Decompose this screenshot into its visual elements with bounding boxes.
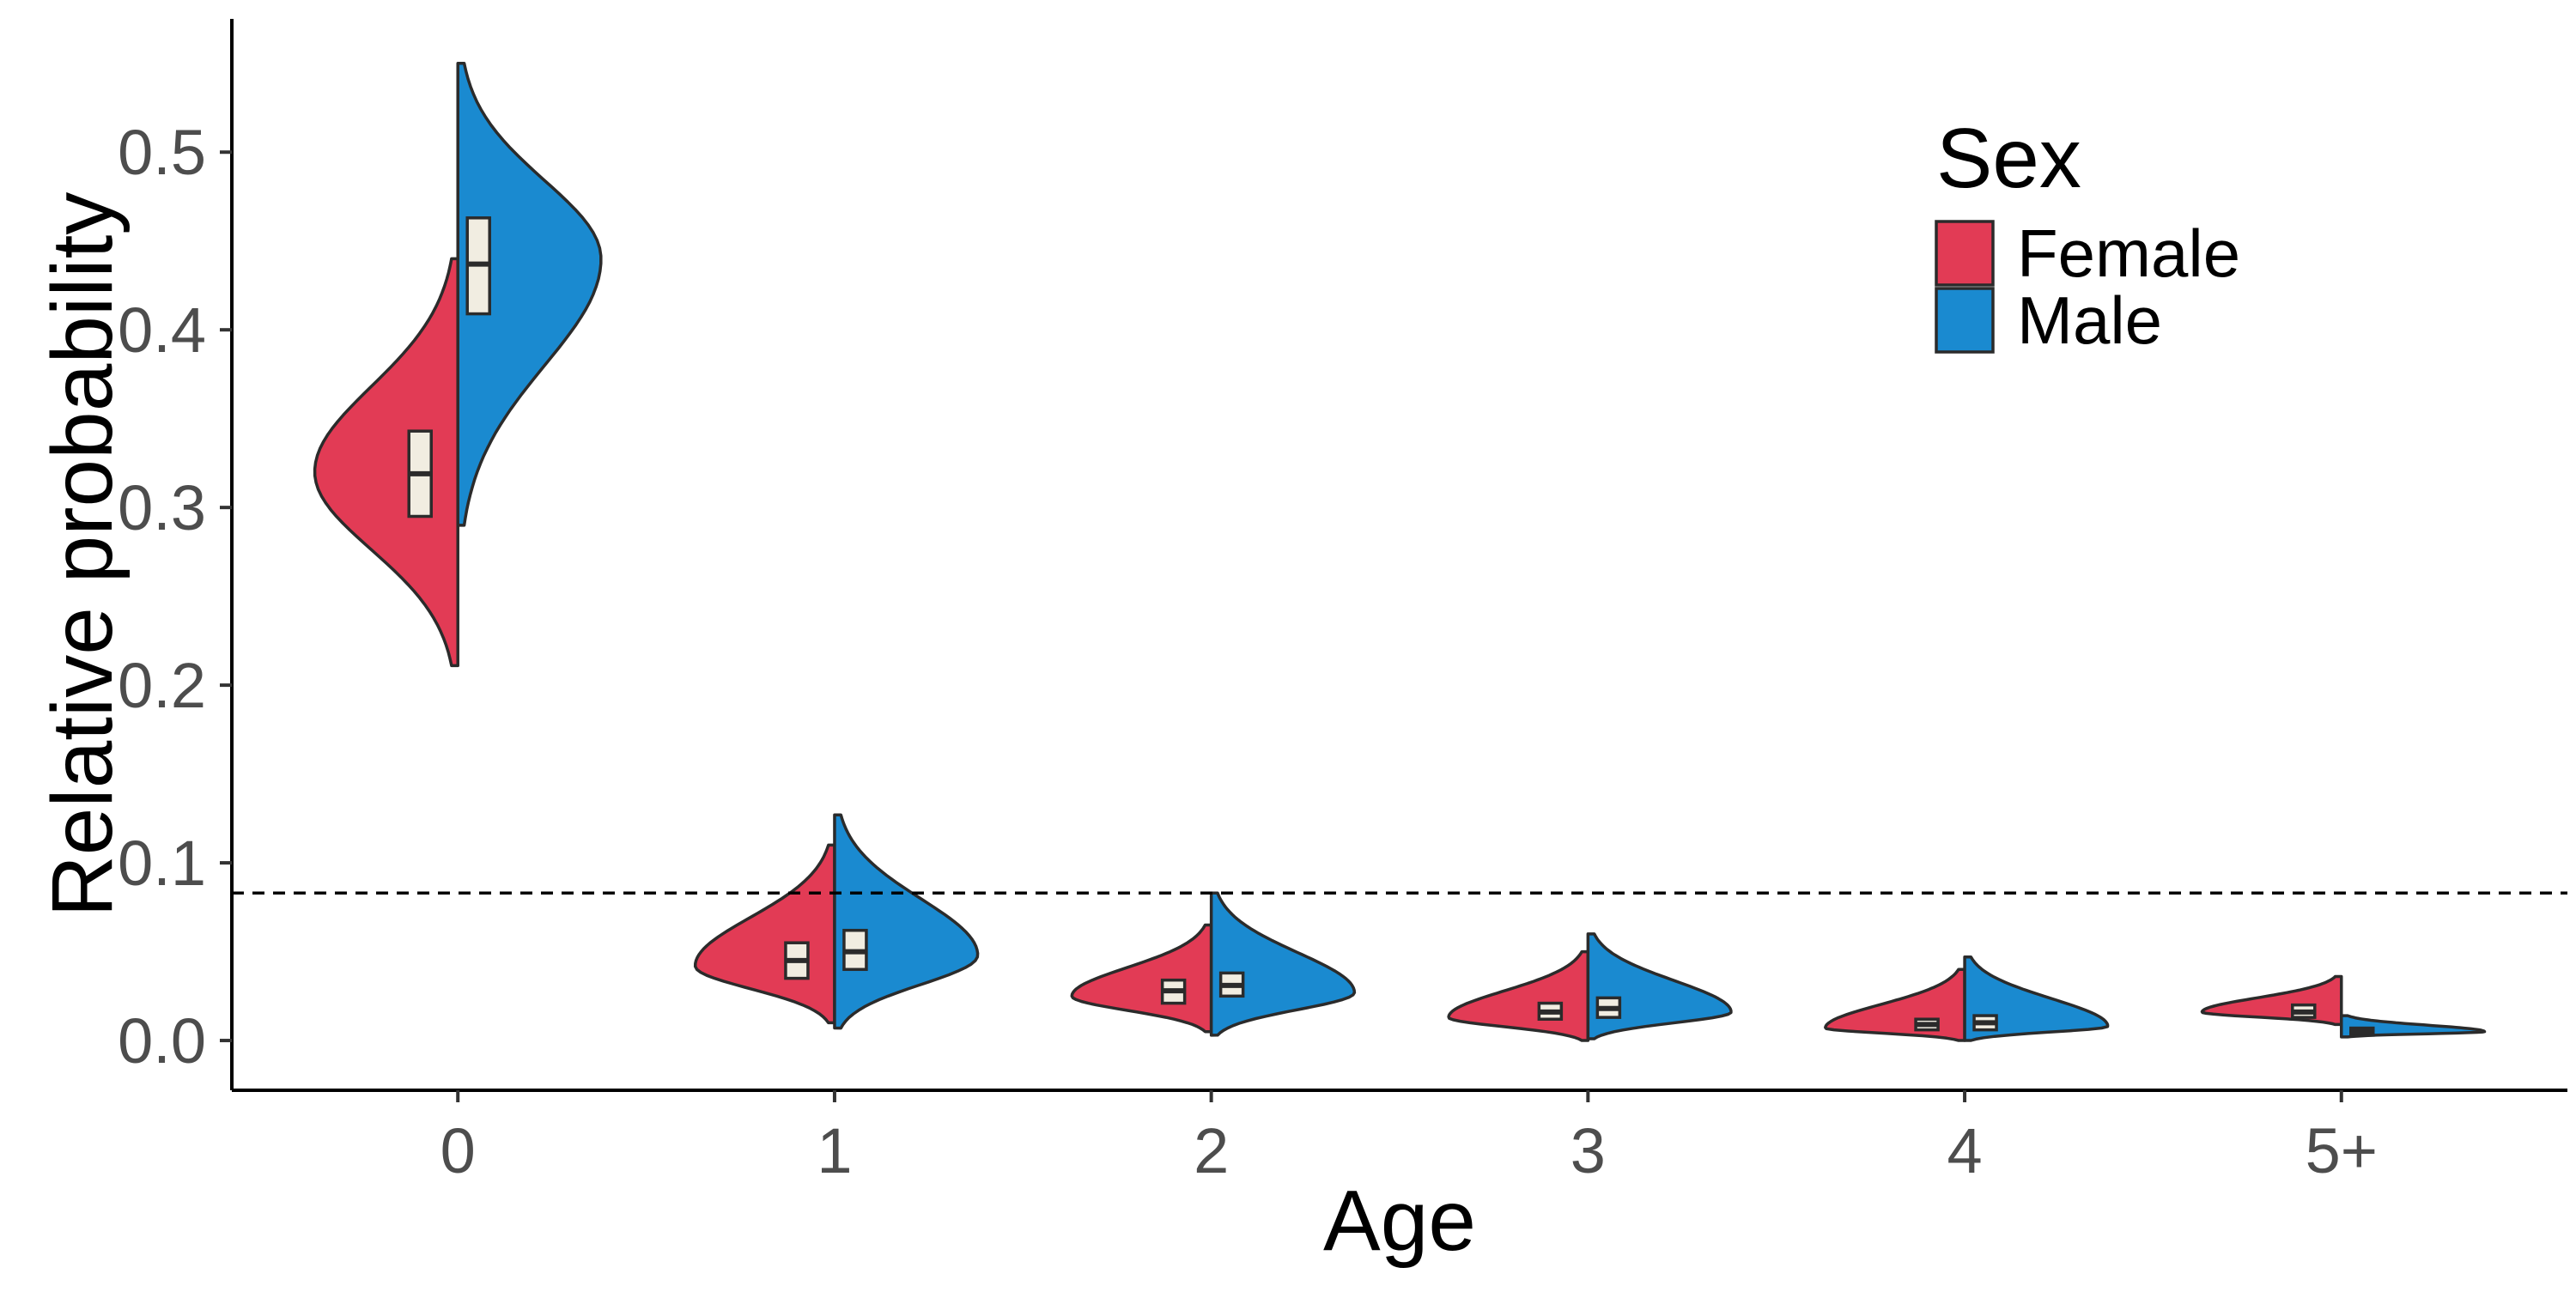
x-axis-title: Age xyxy=(1323,1173,1476,1269)
y-tick-label: 0.1 xyxy=(118,828,206,899)
x-tick-label: 1 xyxy=(817,1115,852,1186)
x-tick-label: 5+ xyxy=(2306,1115,2378,1186)
legend-title: Sex xyxy=(1936,111,2081,205)
violin-male-age-3 xyxy=(1586,932,1733,1040)
axis-labels-layer: Age Relative probability xyxy=(34,192,1476,1269)
violin-male-age-5+ xyxy=(2340,1014,2487,1039)
legend-label-male: Male xyxy=(2017,282,2162,358)
violin-female-age-1 xyxy=(693,843,836,1025)
violin-male-age-1 xyxy=(833,813,980,1030)
x-tick-label: 0 xyxy=(440,1115,476,1186)
violin-female-age-2 xyxy=(1070,923,1213,1034)
y-axis-title: Relative probability xyxy=(34,192,131,918)
x-tick-label: 3 xyxy=(1571,1115,1606,1186)
y-tick-label: 0.2 xyxy=(118,650,206,721)
violin-female-age-0 xyxy=(313,257,459,668)
legend-label-female: Female xyxy=(2017,215,2240,291)
y-tick-label: 0.4 xyxy=(118,294,206,366)
y-tick-label: 0.5 xyxy=(118,117,206,188)
violin-male-age-4 xyxy=(1963,955,2110,1042)
violin-male-age-0 xyxy=(456,61,603,527)
legend-swatch-male xyxy=(1935,287,1995,354)
x-tick-label: 2 xyxy=(1194,1115,1229,1186)
y-tick-label: 0.0 xyxy=(118,1005,206,1077)
x-tick-label: 4 xyxy=(1947,1115,1982,1186)
violin-male-age-2 xyxy=(1209,891,1357,1037)
violin-female-age-5+ xyxy=(2200,974,2343,1027)
violins-layer xyxy=(313,61,2487,1042)
axes-layer: 0.0 0.1 0.2 0.3 0.4 0.5 0 1 2 3 4 5+ xyxy=(118,19,2567,1186)
y-tick-label: 0.3 xyxy=(118,472,206,543)
legend-swatch-female xyxy=(1935,220,1995,287)
violin-female-age-3 xyxy=(1447,949,1590,1042)
violin-female-age-4 xyxy=(1824,967,1966,1042)
